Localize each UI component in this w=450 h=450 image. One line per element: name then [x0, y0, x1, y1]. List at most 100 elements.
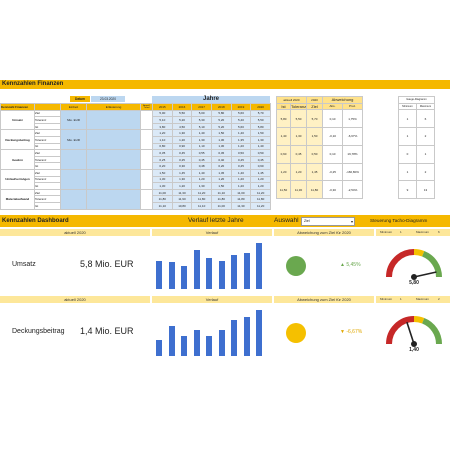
value-cell[interactable]: 5,10: [191, 122, 212, 131]
einheit-cell[interactable]: [60, 188, 87, 210]
value-cell[interactable]: 1,50: [250, 129, 271, 137]
value-cell[interactable]: 0,50: [250, 149, 271, 157]
value-cell[interactable]: 11,00: [152, 188, 173, 197]
value-cell[interactable]: 0,45: [210, 149, 232, 157]
value-cell[interactable]: 11,30: [230, 201, 252, 210]
value-cell[interactable]: 1,20: [210, 175, 232, 184]
value-cell[interactable]: 0,35: [152, 149, 173, 157]
value-cell[interactable]: 11,90: [171, 195, 193, 203]
value-cell[interactable]: 0,40: [210, 155, 232, 164]
value-cell[interactable]: 5,10: [152, 116, 173, 124]
value-cell[interactable]: 11,80: [191, 195, 212, 203]
erlaeuterung-cell[interactable]: [86, 168, 141, 190]
value-cell[interactable]: 1,40: [191, 168, 212, 177]
einheit-cell[interactable]: Mio. EUR: [60, 129, 87, 151]
value-cell[interactable]: 1,40: [250, 142, 271, 151]
gauge-min[interactable]: 1: [398, 126, 417, 146]
value-cell[interactable]: 0,25: [171, 155, 193, 164]
value-cell[interactable]: 1,30: [171, 175, 193, 184]
value-cell[interactable]: 11,80: [210, 195, 232, 203]
gauge-min[interactable]: 9: [398, 180, 417, 200]
value-cell[interactable]: 5,60: [230, 122, 252, 131]
value-cell[interactable]: 10,80: [171, 201, 193, 210]
value-cell[interactable]: 1,20: [250, 175, 271, 184]
value-cell[interactable]: 1,35: [230, 135, 252, 144]
value-cell[interactable]: 11,20: [250, 201, 271, 210]
gauge-min[interactable]: 0: [398, 144, 417, 164]
value-cell[interactable]: 0,80: [152, 142, 173, 151]
auswahl-dropdown[interactable]: Ziel ▾: [301, 217, 355, 226]
value-cell[interactable]: 0,20: [210, 162, 232, 170]
value-cell[interactable]: 1,45: [210, 168, 232, 177]
value-cell[interactable]: 11,10: [152, 201, 173, 210]
value-cell[interactable]: 5,00: [152, 109, 173, 118]
erlaeuterung-cell[interactable]: [86, 188, 141, 210]
value-cell[interactable]: 0,30: [171, 162, 193, 170]
value-cell[interactable]: 5,80: [250, 122, 271, 131]
value-cell[interactable]: 4,50: [171, 122, 193, 131]
value-cell[interactable]: 11,00: [210, 201, 232, 210]
value-cell[interactable]: 1,50: [210, 182, 232, 190]
value-cell[interactable]: 0,90: [171, 142, 193, 151]
einheit-cell[interactable]: [60, 149, 87, 170]
value-cell[interactable]: 1,20: [152, 129, 173, 137]
value-cell[interactable]: 5,20: [171, 116, 193, 124]
value-cell[interactable]: 11,30: [171, 188, 193, 197]
value-cell[interactable]: 1,20: [171, 182, 193, 190]
value-cell[interactable]: 1,20: [230, 175, 252, 184]
gauge-max[interactable]: 6: [416, 109, 435, 128]
value-cell[interactable]: 1,40: [230, 168, 252, 177]
einheit-cell[interactable]: [60, 168, 87, 190]
value-cell[interactable]: 1,20: [191, 175, 212, 184]
value-cell[interactable]: 0,55: [191, 149, 212, 157]
value-cell[interactable]: 0,45: [230, 155, 252, 164]
value-cell[interactable]: 5,20: [210, 116, 232, 124]
value-cell[interactable]: 5,70: [250, 109, 271, 118]
maximum-value[interactable]: 2: [438, 297, 440, 301]
value-cell[interactable]: 3,80: [152, 122, 173, 131]
value-cell[interactable]: 1,30: [191, 182, 212, 190]
value-cell[interactable]: 0,20: [152, 162, 173, 170]
value-cell[interactable]: 11,80: [230, 195, 252, 203]
value-cell[interactable]: 5,80: [210, 109, 232, 118]
value-cell[interactable]: 0,45: [191, 155, 212, 164]
value-cell[interactable]: 1,30: [171, 129, 193, 137]
value-cell[interactable]: 1,40: [230, 129, 252, 137]
value-cell[interactable]: 1,50: [152, 168, 173, 177]
gauge-min[interactable]: 1: [398, 109, 417, 128]
value-cell[interactable]: 5,30: [191, 116, 212, 124]
value-cell[interactable]: 11,10: [191, 201, 212, 210]
value-cell[interactable]: 0,45: [250, 155, 271, 164]
value-cell[interactable]: 0,45: [230, 162, 252, 170]
value-cell[interactable]: 0,25: [152, 155, 173, 164]
value-cell[interactable]: 0,60: [250, 162, 271, 170]
value-cell[interactable]: 11,00: [230, 188, 252, 197]
value-cell[interactable]: 5,60: [230, 109, 252, 118]
year-select[interactable]: 2020: [306, 96, 323, 104]
value-cell[interactable]: 11,20: [191, 188, 212, 197]
value-cell[interactable]: 1,30: [152, 182, 173, 190]
maximum-value[interactable]: 6: [438, 230, 440, 234]
value-cell[interactable]: 1,40: [191, 129, 212, 137]
value-cell[interactable]: 11,80: [152, 195, 173, 203]
value-cell[interactable]: 1,30: [210, 135, 232, 144]
value-cell[interactable]: 0,48: [191, 162, 212, 170]
value-cell[interactable]: 1,45: [250, 168, 271, 177]
value-cell[interactable]: 5,20: [210, 122, 232, 131]
gauge-max[interactable]: 2: [416, 162, 435, 182]
value-cell[interactable]: 1,30: [210, 142, 232, 151]
value-cell[interactable]: 5,40: [230, 116, 252, 124]
datum-value[interactable]: 23.03.2020: [91, 96, 125, 102]
value-cell[interactable]: 5,00: [191, 109, 212, 118]
erlaeuterung-cell[interactable]: [86, 129, 141, 151]
value-cell[interactable]: 1,30: [250, 135, 271, 144]
value-cell[interactable]: 0,45: [171, 149, 193, 157]
erlaeuterung-cell[interactable]: [86, 109, 141, 131]
value-cell[interactable]: 5,50: [250, 116, 271, 124]
value-cell[interactable]: 1,20: [230, 182, 252, 190]
value-cell[interactable]: 1,30: [191, 135, 212, 144]
value-cell[interactable]: 11,20: [250, 188, 271, 197]
gauge-max[interactable]: 1: [416, 144, 435, 164]
value-cell[interactable]: 5,50: [171, 109, 193, 118]
erlaeuterung-cell[interactable]: [86, 149, 141, 170]
